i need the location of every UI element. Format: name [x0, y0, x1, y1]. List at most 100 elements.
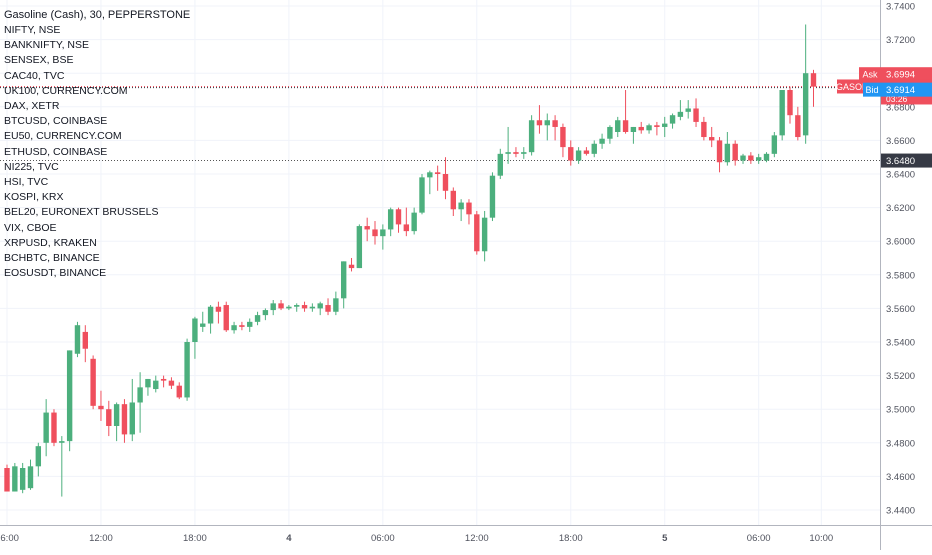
- candle-body: [575, 150, 582, 161]
- candle-body: [716, 140, 723, 163]
- symbol-item[interactable]: DAX, XETR: [4, 100, 60, 113]
- candle: [317, 301, 323, 316]
- time-tick-label: 12:00: [89, 533, 113, 544]
- symbol-item[interactable]: SENSEX, BSE: [4, 54, 74, 67]
- candle-body: [12, 466, 18, 492]
- candle: [771, 132, 778, 158]
- price-tick-label: 3.6800: [886, 102, 915, 113]
- candle-body: [654, 125, 660, 127]
- candle: [153, 375, 159, 393]
- candle-body: [43, 412, 49, 443]
- candle: [254, 311, 261, 326]
- candle-body: [771, 135, 778, 154]
- grid-layer: [0, 0, 880, 525]
- candle: [622, 90, 629, 134]
- candle-body: [669, 115, 676, 124]
- candle: [121, 399, 128, 443]
- price-tags: Ask3.6994GASOLINE3.692103:26Bid3.69143.6…: [836, 67, 932, 168]
- candle-body: [207, 306, 214, 324]
- candle: [669, 113, 676, 129]
- candle-body: [560, 126, 566, 148]
- candle: [35, 442, 42, 477]
- price-tick-label: 3.4600: [886, 472, 915, 483]
- candle-body: [294, 305, 300, 307]
- candle: [560, 123, 566, 158]
- time-axis[interactable]: 06:00 12:00 18:00 4 06:00 12:00 18:00 5 06:00 10:…: [0, 533, 833, 544]
- time-tick-label: 10:00: [809, 533, 833, 544]
- symbol-item[interactable]: BANKNIFTY, NSE: [4, 39, 89, 52]
- symbol-item[interactable]: HSI, TVC: [4, 176, 49, 189]
- symbol-list: NIFTY, NSE BANKNIFTY, NSE SENSEX, BSE CAC40…: [4, 23, 158, 281]
- candle: [497, 148, 503, 180]
- candle: [98, 390, 104, 421]
- symbol-item[interactable]: NI225, TVC: [4, 160, 59, 173]
- candle-body: [591, 143, 597, 154]
- candle-body: [348, 264, 355, 269]
- symbol-item[interactable]: BCHBTC, BINANCE: [4, 252, 100, 265]
- candle: [113, 402, 120, 442]
- candle-body: [356, 226, 363, 269]
- candle: [278, 300, 284, 311]
- candle-body: [262, 310, 269, 316]
- candle: [646, 123, 652, 134]
- candle-body: [787, 90, 793, 116]
- candle-body: [66, 350, 73, 442]
- price-tick-label: 3.6000: [886, 237, 915, 248]
- ask-tag-value: 3.6994: [886, 70, 915, 81]
- candle: [536, 105, 543, 134]
- candle-body: [4, 468, 10, 492]
- candle-body: [724, 143, 731, 163]
- candle: [466, 199, 472, 225]
- symbol-item[interactable]: XRPUSD, KRAKEN: [4, 236, 97, 249]
- candle-body: [231, 325, 237, 331]
- symbol-item[interactable]: VIX, CBOE: [4, 221, 57, 234]
- candle: [481, 210, 488, 262]
- candle-body: [129, 402, 135, 435]
- candle-body: [607, 126, 613, 139]
- bid-tag: Bid 3.6914: [863, 82, 932, 97]
- symbol-item[interactable]: EU50, CURRENCY.COM: [4, 130, 122, 143]
- symbol-item[interactable]: NIFTY, NSE: [4, 24, 61, 36]
- candle: [568, 140, 574, 166]
- candle: [591, 140, 597, 158]
- candle: [12, 462, 18, 492]
- candles: [4, 24, 817, 497]
- candle: [763, 152, 770, 163]
- symbol-item[interactable]: KOSPI, KRX: [4, 191, 64, 204]
- candle-body: [795, 115, 801, 138]
- candle: [521, 147, 527, 159]
- candle: [286, 305, 292, 311]
- candle: [43, 399, 49, 457]
- candle: [380, 224, 386, 250]
- candle: [340, 261, 347, 309]
- candle-body: [301, 305, 308, 309]
- candle: [607, 125, 613, 144]
- candle-body: [239, 325, 245, 327]
- candle-body: [317, 303, 323, 309]
- symbol-item[interactable]: EOSUSDT, BINANCE: [4, 267, 107, 280]
- candle: [677, 100, 684, 121]
- symbol-item[interactable]: BTCUSD, COINBASE: [4, 115, 108, 128]
- time-tick-label: 12:00: [465, 533, 489, 544]
- price-tick-label: 3.4400: [886, 506, 915, 517]
- candle: [450, 187, 457, 216]
- candle: [106, 400, 112, 437]
- candle-body: [693, 108, 699, 122]
- symbol-item[interactable]: ETHUSD, COINBASE: [4, 145, 108, 158]
- candle-body: [748, 155, 754, 161]
- candle: [82, 325, 88, 363]
- symbol-item[interactable]: UK100, CURRENCY.COM: [4, 84, 128, 97]
- countdown-bg: [881, 93, 932, 105]
- symbol-item[interactable]: CAC40, TVC: [4, 69, 65, 82]
- candle: [740, 153, 746, 164]
- candle-body: [74, 325, 81, 354]
- symbol-item[interactable]: BEL20, EURONEXT BRUSSELS: [4, 206, 159, 219]
- candle: [654, 121, 660, 136]
- candle: [583, 147, 590, 156]
- candle: [168, 377, 175, 390]
- candle: [137, 372, 143, 433]
- candle: [755, 153, 762, 164]
